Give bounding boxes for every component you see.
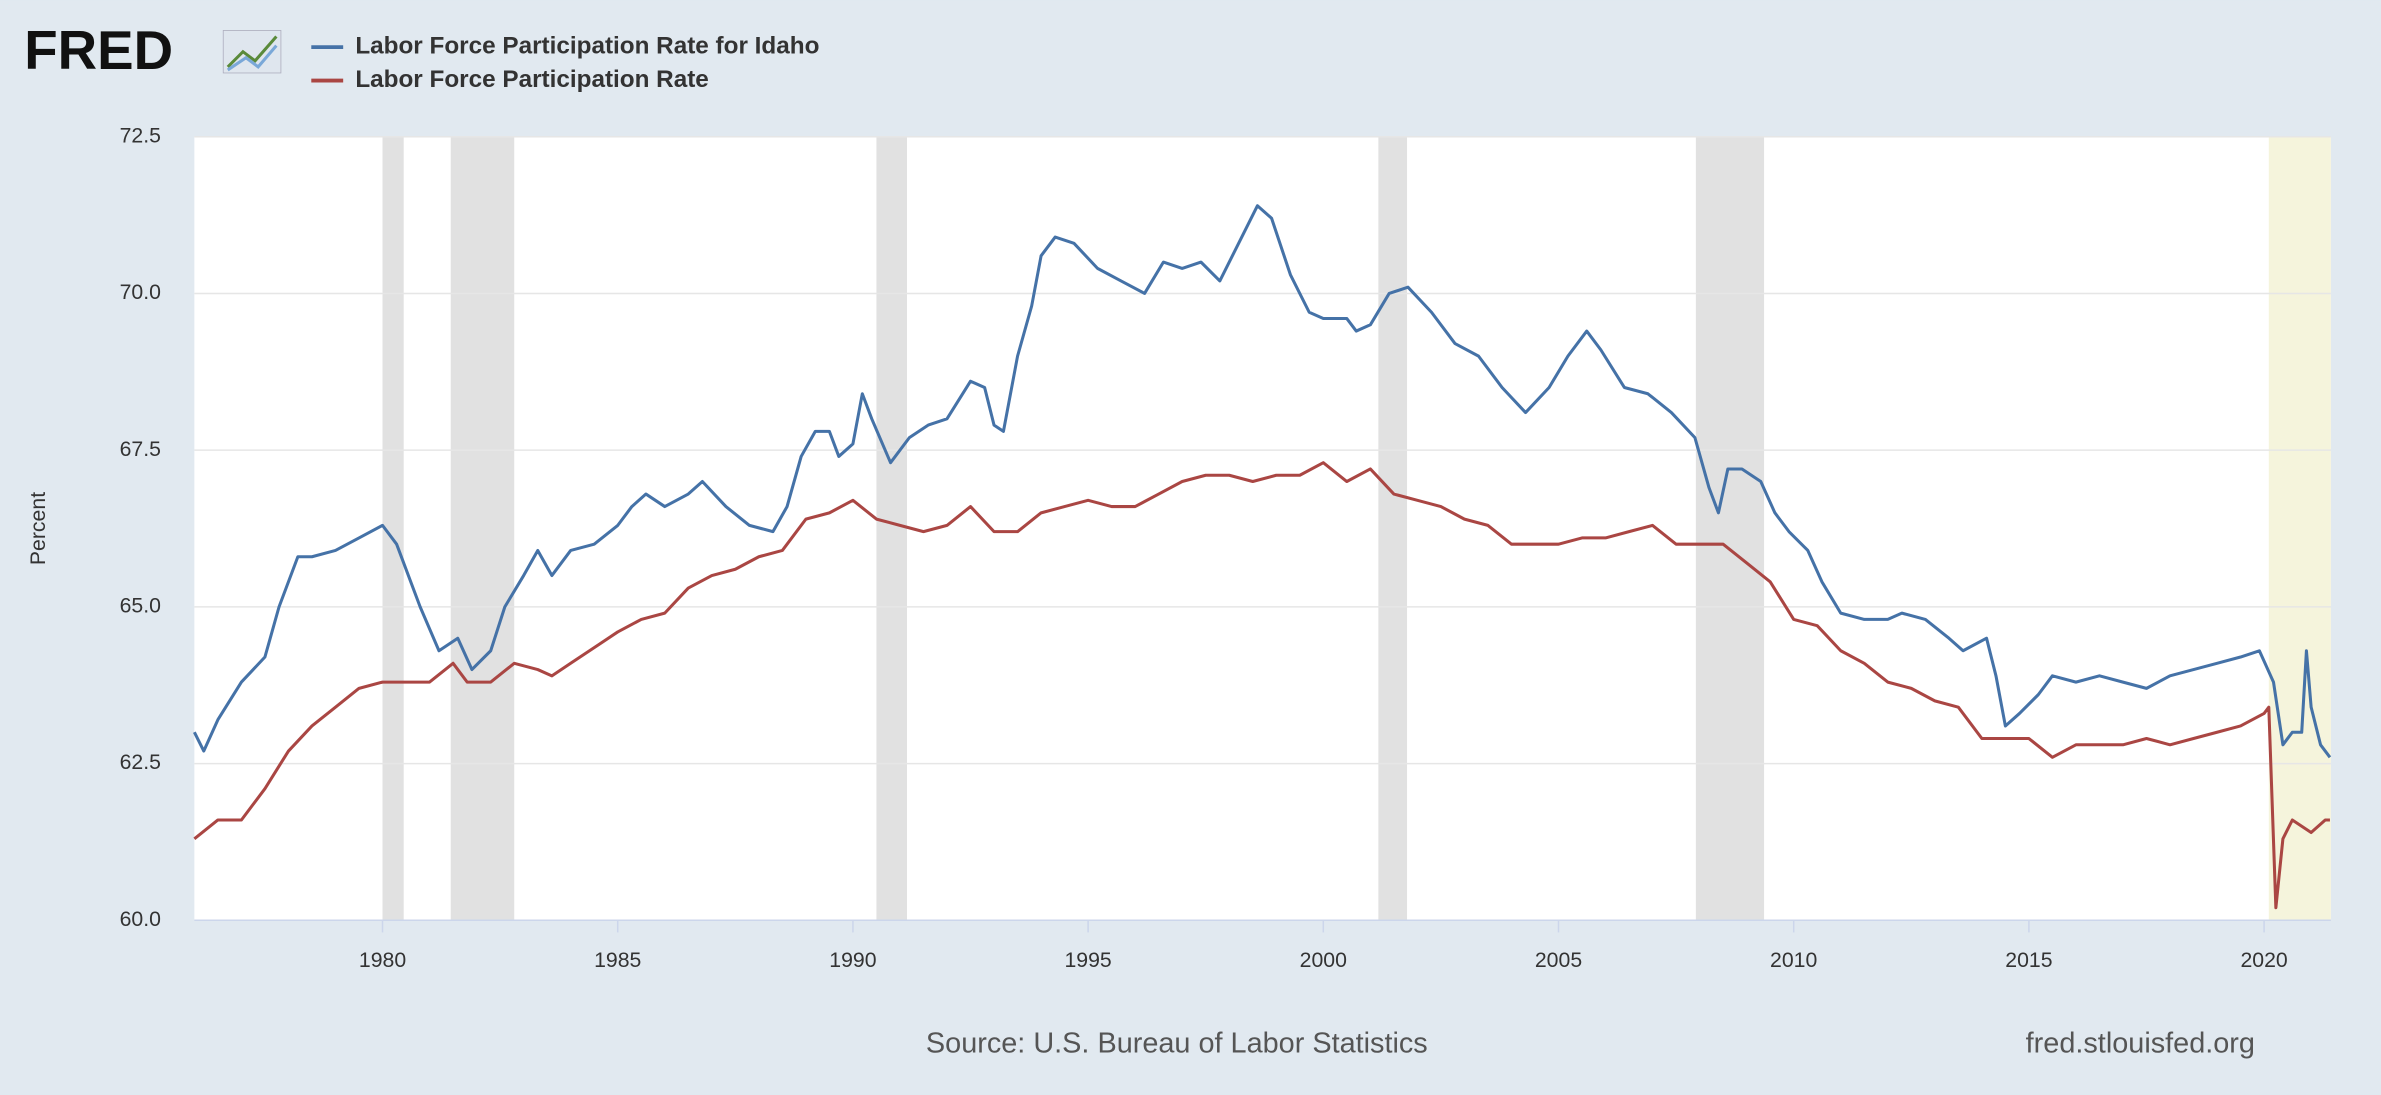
- recession-band: [382, 136, 404, 921]
- x-tick-label: 1985: [594, 948, 641, 972]
- y-tick-label: 70.0: [120, 280, 161, 304]
- logo-icon: [222, 30, 282, 74]
- y-tick-label: 65.0: [120, 593, 161, 617]
- x-tick-label: 1995: [1064, 948, 1111, 972]
- credit: fred.stlouisfed.org: [2026, 1027, 2255, 1059]
- plot-area: [194, 136, 2331, 921]
- y-tick-label: 62.5: [120, 750, 161, 774]
- y-tick-label: 72.5: [120, 123, 161, 147]
- recession-band: [876, 136, 908, 921]
- x-tick-label: 2000: [1300, 948, 1347, 972]
- logo: FRED: [24, 20, 173, 81]
- y-tick-label: 60.0: [120, 907, 161, 931]
- recession-band: [1695, 136, 1765, 921]
- source: Source: U.S. Bureau of Labor Statistics: [926, 1027, 1428, 1059]
- recession-band: [450, 136, 515, 921]
- x-tick-label: 1980: [359, 948, 406, 972]
- legend-label: Labor Force Participation Rate for Idaho: [355, 33, 819, 60]
- x-tick-label: 1990: [829, 948, 876, 972]
- legend-label: Labor Force Participation Rate: [355, 66, 709, 93]
- y-tick-label: 67.5: [120, 437, 161, 461]
- x-tick-label: 2010: [1770, 948, 1817, 972]
- highlight-band: [2268, 136, 2331, 921]
- x-tick-label: 2015: [2005, 948, 2052, 972]
- x-tick-label: 2020: [2240, 948, 2287, 972]
- series-line: [193, 461, 2330, 910]
- recession-band: [1378, 136, 1408, 921]
- series-line: [193, 204, 2332, 759]
- y-axis-label: Percent: [26, 492, 50, 565]
- x-tick-label: 2005: [1535, 948, 1582, 972]
